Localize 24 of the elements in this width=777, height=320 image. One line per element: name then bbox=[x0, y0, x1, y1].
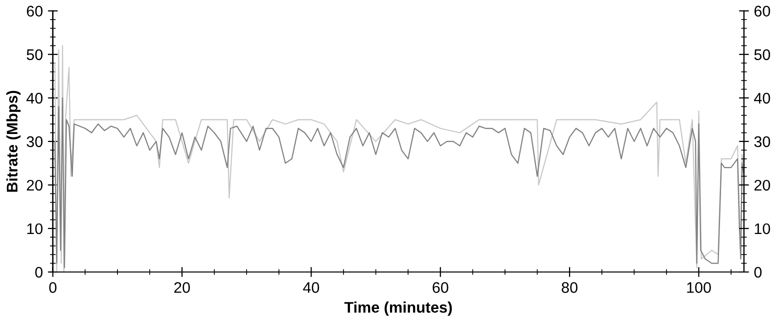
x-tick-label: 60 bbox=[432, 282, 448, 293]
y-tick-label: 0 bbox=[35, 266, 43, 278]
x-tick-label: 0 bbox=[49, 282, 56, 293]
x-tick-label: 100 bbox=[687, 282, 711, 293]
x-tick-label: 40 bbox=[303, 282, 320, 293]
y2-tick-label: 0 bbox=[754, 266, 762, 278]
y2-tick-label: 60 bbox=[754, 6, 770, 17]
x-tick-label: 20 bbox=[174, 282, 190, 293]
y-axis-title: Bitrate (Mbps) bbox=[6, 90, 21, 192]
y-tick-label: 30 bbox=[26, 136, 43, 148]
y2-tick-label: 10 bbox=[754, 223, 770, 234]
y-tick-label: 20 bbox=[26, 180, 43, 191]
y2-tick-label: 50 bbox=[754, 49, 770, 60]
y-tick-label: 50 bbox=[26, 49, 43, 60]
y2-tick-label: 40 bbox=[754, 92, 770, 104]
x-axis-title: Time (minutes) bbox=[344, 302, 452, 316]
y2-tick-label: 30 bbox=[754, 136, 770, 148]
y-tick-label: 60 bbox=[26, 6, 43, 17]
line-series bbox=[54, 45, 744, 272]
y2-tick-label: 20 bbox=[754, 180, 770, 191]
line-series bbox=[54, 97, 744, 268]
x-tick-label: 80 bbox=[562, 282, 578, 293]
y-tick-label: 40 bbox=[26, 92, 43, 104]
y-tick-label: 10 bbox=[27, 223, 43, 234]
